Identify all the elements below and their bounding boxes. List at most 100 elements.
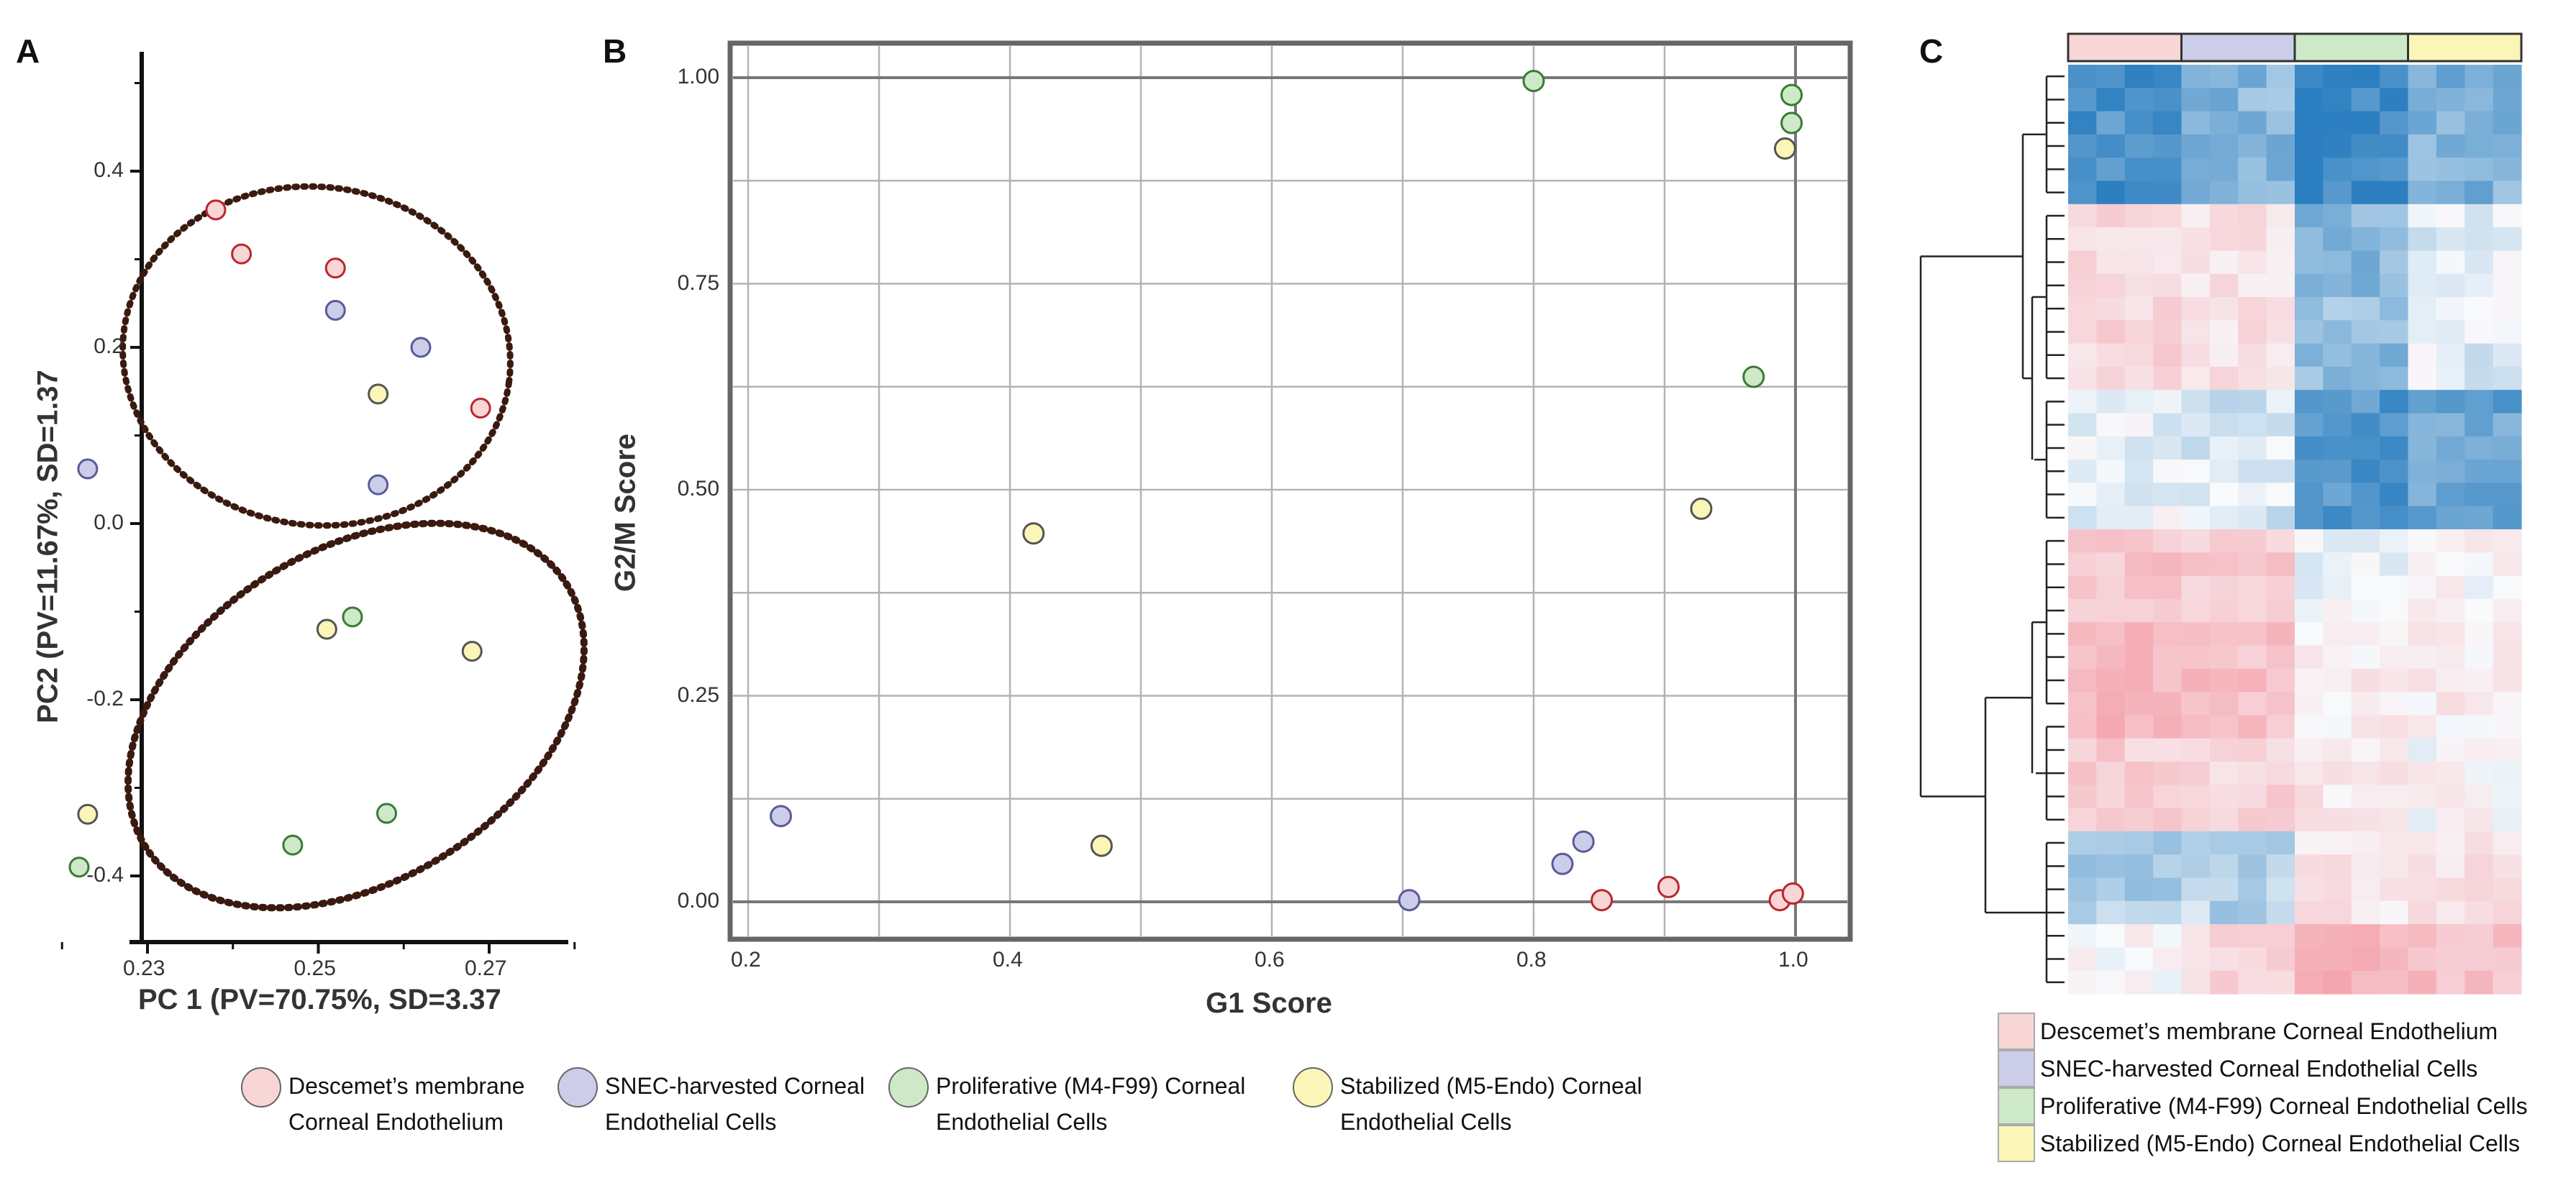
heatmap-cell [2181,250,2211,275]
heatmap-cell [2209,343,2239,367]
heatmap-cell [2153,900,2183,925]
heatmap-cell [2096,598,2126,623]
heatmap-cell [2323,785,2352,809]
heatmap-cell [2408,460,2437,483]
heatmap-cell [2380,808,2409,832]
heatmap-cell [2238,598,2267,623]
heatmap-cell [2238,157,2267,182]
heatmap-cell [2153,366,2183,390]
heatmap-cell [2295,947,2324,972]
heatmap-cell [2408,924,2437,948]
heatmap-cell [2238,320,2267,344]
heatmap-cell [2436,738,2465,762]
heatmap-cell [2124,343,2154,367]
heatmap-cell [2436,575,2465,600]
heatmap-cell [2209,111,2239,135]
heatmap-cell [2266,762,2295,785]
heatmap-cell [2209,65,2239,88]
heatmap-cell [2209,227,2239,251]
heatmap-cell [2408,645,2437,670]
heatmap-cell [2351,947,2380,972]
pca-point-m5 [77,803,99,825]
cell-cycle-scatter-plot [727,40,1853,942]
pca-point-dm [324,257,346,279]
heatmap-cell [2493,529,2522,553]
pca-x-tick-label: 0.27 [465,956,507,980]
heatmap-cell [2238,854,2267,879]
panel-label-c: C [1919,32,1944,70]
heatmap-cell [2493,436,2522,460]
heatmap-cell [2436,483,2465,507]
heatmap-cell [2465,924,2494,948]
pca-point-snec [410,337,432,358]
heatmap-cell [2153,970,2183,995]
heatmap-cell [2238,947,2267,972]
heatmap-cell [2493,785,2522,809]
pca-point-dm [205,199,227,221]
heatmap-cell [2153,622,2183,647]
heatmap-cell [2068,320,2097,344]
heatmap-cell [2465,692,2494,716]
heatmap-cell [2295,668,2324,693]
heatmap-cell [2238,343,2267,367]
heatmap-cell [2209,924,2239,948]
heatmap-cell [2068,924,2097,948]
heatmap-cell [2153,529,2183,553]
cell-cycle-point-snec [1572,830,1595,853]
heatmap-cell [2068,668,2097,693]
heatmap-cell [2493,808,2522,832]
heatmap-cell [2068,204,2097,228]
heatmap-cell [2295,273,2324,298]
heatmap-cell [2124,738,2154,762]
heatmap-cell [2181,529,2211,553]
heatmap-cell [2351,273,2380,298]
heatmap-cell [2266,436,2295,460]
heatmap-cell [2380,831,2409,855]
heatmap-cell [2493,762,2522,785]
heatmap-cell [2096,738,2126,762]
heatmap-cell [2493,204,2522,228]
heatmap-cell [2068,598,2097,623]
heatmap-cell [2124,831,2154,855]
heatmap-cell [2209,598,2239,623]
heatmap-cell [2238,134,2267,158]
heatmap-legend-swatch-snec [1998,1050,2035,1087]
legend-label-snec-line2: Endothelial Cells [605,1109,777,1135]
heatmap-cell [2181,204,2211,228]
pca-point-m4 [68,857,90,878]
heatmap-cell [2380,715,2409,739]
heatmap-cell [2068,157,2097,182]
heatmap-cell [2153,273,2183,298]
heatmap-cell [2380,970,2409,995]
heatmap-cell [2266,65,2295,88]
heatmap-cell [2351,181,2380,205]
cell-cycle-x-tick-label: 0.2 [731,948,761,972]
heatmap-cell [2181,273,2211,298]
heatmap-cell [2209,134,2239,158]
heatmap-cell [2380,413,2409,437]
heatmap-cell [2096,552,2126,577]
heatmap-cell [2323,529,2352,553]
heatmap-cell [2096,715,2126,739]
heatmap-cell [2295,854,2324,879]
heatmap-cell [2465,529,2494,553]
heatmap-cell [2096,506,2126,530]
heatmap-cell [2124,436,2154,460]
heatmap-cell [2124,692,2154,716]
heatmap-cell [2380,924,2409,948]
heatmap-cell [2153,413,2183,437]
heatmap-cell [2380,181,2409,205]
heatmap-cell [2209,854,2239,879]
heatmap-cell [2295,157,2324,182]
heatmap-cell [2068,552,2097,577]
heatmap-cell [2380,506,2409,530]
heatmap-cell [2465,134,2494,158]
heatmap-cell [2493,622,2522,647]
heatmap-cell [2124,390,2154,414]
cell-cycle-point-snec [1398,889,1421,912]
heatmap-cell [2096,227,2126,251]
heatmap-cell [2295,529,2324,553]
heatmap-cell [2295,738,2324,762]
heatmap-cell [2380,273,2409,298]
heatmap-cell [2408,877,2437,902]
